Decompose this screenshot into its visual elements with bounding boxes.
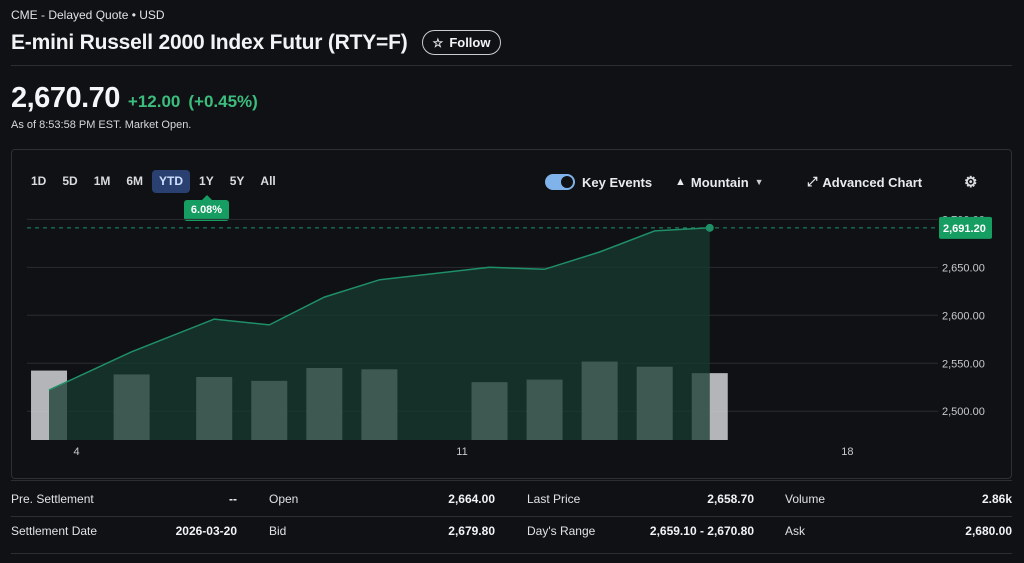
stat-bid: Bid 2,679.80 [269, 524, 495, 538]
range-1d-button[interactable]: 1D [24, 170, 53, 193]
x-tick-label: 18 [841, 446, 853, 458]
x-axis-labels: 4 11 18 [73, 446, 853, 458]
advanced-chart-label: Advanced Chart [822, 174, 923, 190]
exchange-label: CME - Delayed Quote • USD [11, 8, 165, 22]
stats-bottom-divider [11, 553, 1012, 554]
last-price-badge: 2,691.20 [939, 216, 992, 239]
stat-volume: Volume 2.86k [785, 492, 1012, 506]
stat-days-range: Day's Range 2,659.10 - 2,670.80 [527, 524, 754, 538]
advanced-chart-button[interactable]: ⤢ Advanced Chart [807, 172, 922, 192]
y-tick-label: 2,500.00 [942, 406, 985, 418]
range-selector: 1D 5D 1M 6M YTD 1Y 5Y All [24, 170, 283, 193]
y-tick-label: 2,650.00 [942, 262, 985, 274]
chevron-down-icon: ▼ [754, 177, 764, 187]
stat-settlement-date: Settlement Date 2026-03-20 [11, 524, 237, 538]
range-1m-button[interactable]: 1M [87, 170, 118, 193]
follow-label: Follow [449, 35, 491, 50]
stats-mid-divider [11, 516, 1012, 517]
header-divider [11, 65, 1012, 66]
chart-settings-button[interactable]: ⚙ [964, 172, 977, 192]
star-icon: ☆ [432, 35, 444, 50]
chart-type-dropdown[interactable]: ▲ Mountain ▼ [675, 172, 764, 192]
price-change: +12.00 [127, 92, 181, 111]
chart-type-label: Mountain [690, 174, 749, 190]
expand-icon: ⤢ [807, 174, 818, 189]
stats-row-2: Settlement Date 2026-03-20 Bid 2,679.80 … [11, 524, 1012, 544]
quote-timestamp: As of 8:53:58 PM EST. Market Open. [11, 119, 192, 131]
y-tick-label: 2,550.00 [942, 358, 985, 370]
stat-pre-settlement: Pre. Settlement -- [11, 492, 237, 506]
y-tick-label: 2,600.00 [942, 310, 985, 322]
range-6m-button[interactable]: 6M [119, 170, 150, 193]
toggle-switch[interactable] [545, 174, 575, 190]
page-title: E-mini Russell 2000 Index Futur (RTY=F) [11, 30, 408, 54]
current-price: 2,670.70 [11, 82, 120, 114]
x-tick-label: 11 [456, 446, 467, 458]
range-1y-button[interactable]: 1Y [192, 170, 221, 193]
title-row: E-mini Russell 2000 Index Futur (RTY=F) … [11, 30, 502, 55]
range-all-button[interactable]: All [253, 170, 282, 193]
stats-row-1: Pre. Settlement -- Open 2,664.00 Last Pr… [11, 492, 1012, 512]
stats-top-divider [11, 480, 1012, 481]
y-axis-labels: 2,500.002,550.002,600.002,650.002,700.00 [942, 214, 985, 418]
range-ytd-button[interactable]: YTD [152, 170, 191, 193]
x-tick-label: 4 [73, 446, 79, 458]
price-area [49, 227, 710, 440]
last-price-dot [705, 223, 714, 232]
stat-open: Open 2,664.00 [269, 492, 495, 506]
gear-icon: ⚙ [964, 174, 978, 191]
key-events-label: Key Events [582, 174, 653, 190]
key-events-toggle[interactable]: Key Events [545, 172, 652, 192]
price-line [48, 227, 710, 391]
price-change-percent: (+0.45%) [188, 92, 258, 111]
last-price-badge-label: 2,691.20 [943, 223, 986, 235]
mountain-icon: ▲ [675, 176, 686, 188]
range-5d-button[interactable]: 5D [55, 170, 84, 193]
stat-ask: Ask 2,680.00 [785, 524, 1012, 538]
range-return-badge: 6.08% [184, 195, 229, 221]
range-5y-button[interactable]: 5Y [223, 170, 252, 193]
price-row: 2,670.70 +12.00 (+0.45%) [11, 82, 258, 115]
stat-last-price: Last Price 2,658.70 [527, 492, 754, 506]
follow-button[interactable]: ☆ Follow [421, 30, 502, 55]
chart-panel [11, 149, 1012, 479]
